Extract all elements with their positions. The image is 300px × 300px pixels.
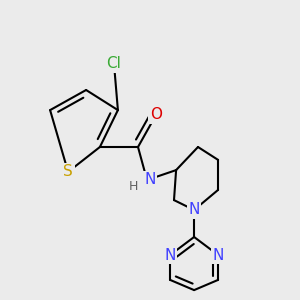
Text: S: S (63, 164, 73, 179)
Text: Cl: Cl (106, 56, 122, 71)
Text: O: O (150, 107, 162, 122)
Text: N: N (164, 248, 176, 262)
Text: H: H (129, 179, 138, 193)
Text: N: N (212, 248, 224, 262)
Text: N: N (188, 202, 200, 217)
Text: N: N (144, 172, 156, 188)
